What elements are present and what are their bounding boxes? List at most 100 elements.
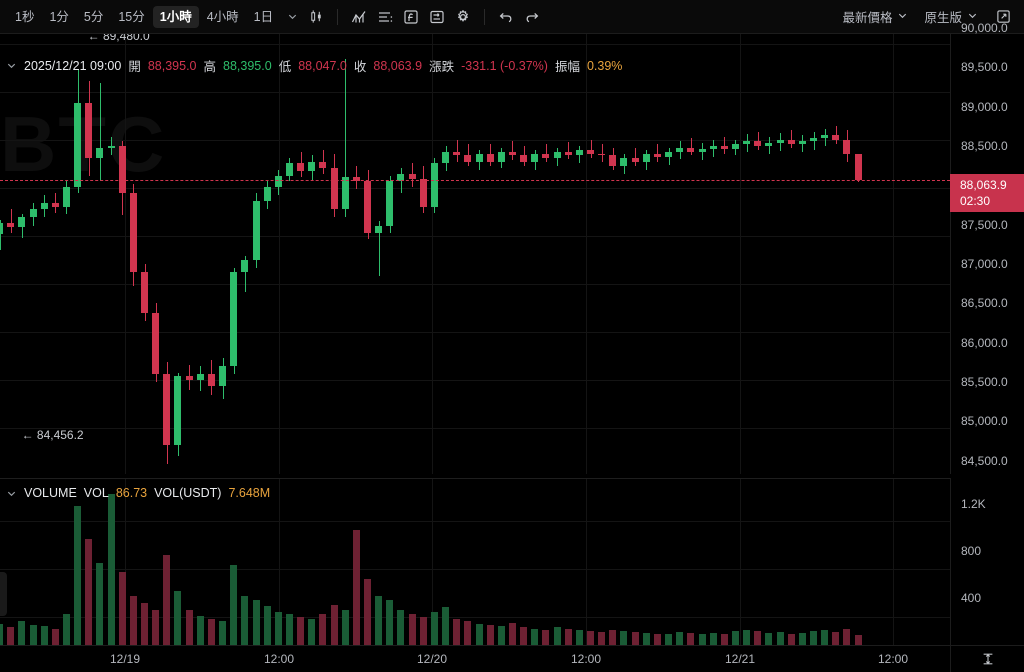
candle-body bbox=[152, 312, 159, 375]
fullscreen-icon[interactable] bbox=[990, 5, 1016, 29]
timeframe-5分[interactable]: 5分 bbox=[83, 9, 104, 24]
candle-body bbox=[687, 147, 694, 153]
ohlc-open-label: 開 bbox=[128, 60, 141, 74]
price-axis-label: 88,500.0 bbox=[961, 139, 1008, 153]
volume-bar bbox=[208, 619, 215, 645]
template-icon[interactable] bbox=[424, 5, 450, 29]
gridline-h bbox=[0, 188, 950, 189]
volume-usdt-value: 7.648M bbox=[228, 486, 271, 500]
candle-body bbox=[487, 153, 494, 162]
candle-body bbox=[464, 155, 471, 162]
candle-wick bbox=[345, 59, 346, 217]
candle-body bbox=[141, 271, 148, 313]
candle-wick bbox=[791, 130, 792, 148]
candle-wick bbox=[568, 142, 569, 160]
timeframe-dropdown-chevron-icon[interactable] bbox=[283, 8, 301, 26]
volume-bar bbox=[308, 619, 315, 645]
volume-bar bbox=[598, 632, 605, 645]
candle-body bbox=[554, 152, 561, 158]
price-axis-label: 85,000.0 bbox=[961, 414, 1008, 429]
price-axis-label: 87,500.0 bbox=[961, 217, 1008, 232]
volume-bar bbox=[420, 616, 427, 645]
candle-wick bbox=[245, 256, 246, 292]
volume-bar bbox=[542, 629, 549, 645]
candle-body bbox=[197, 374, 204, 381]
candle-body bbox=[63, 186, 70, 208]
volume-bar bbox=[130, 595, 137, 645]
candle-body bbox=[721, 146, 728, 150]
candle-style-icon[interactable] bbox=[303, 5, 329, 29]
candle-body bbox=[286, 163, 293, 176]
candle-wick bbox=[0, 219, 1, 250]
volume-axis[interactable]: 1.2K 800 400 bbox=[950, 478, 1024, 645]
candle-body bbox=[375, 226, 382, 233]
function-icon[interactable] bbox=[398, 5, 424, 29]
price-chart-pane[interactable]: BTC ← 89,480.0 ← 84,456.2 bbox=[0, 34, 950, 474]
current-price-badge: 88,063.9 02:30 bbox=[950, 174, 1024, 213]
candle-body bbox=[253, 201, 260, 261]
ohlc-collapse-icon[interactable] bbox=[6, 60, 17, 71]
candle-body bbox=[18, 216, 25, 228]
version-mode-label: 原生版 bbox=[924, 11, 962, 25]
toolbar-divider-1 bbox=[337, 8, 339, 25]
volume-bar bbox=[7, 627, 14, 645]
candle-body bbox=[52, 202, 59, 208]
timeframe-1日[interactable]: 1日 bbox=[253, 9, 274, 24]
timeframe-15分[interactable]: 15分 bbox=[118, 9, 145, 24]
undo-icon[interactable] bbox=[493, 5, 519, 29]
volume-bar bbox=[230, 564, 237, 645]
ohlc-change-label: 漲跌 bbox=[429, 60, 455, 74]
price-axis-label: 89,500.0 bbox=[961, 60, 1008, 75]
ohlc-low-value: 88,047.0 bbox=[298, 58, 347, 73]
timeframe-1分[interactable]: 1分 bbox=[49, 9, 69, 24]
candle-body bbox=[609, 155, 616, 166]
version-mode-dropdown[interactable]: 原生版 bbox=[918, 4, 984, 29]
candle-body bbox=[777, 139, 784, 143]
candle-body bbox=[587, 149, 594, 154]
volume-bar bbox=[710, 632, 717, 645]
volume-bar bbox=[743, 629, 750, 645]
chart-toolbar: 1秒 1分 5分 15分 1小時 4小時 1日 bbox=[0, 0, 1024, 34]
volume-bar bbox=[643, 633, 650, 645]
volume-bar bbox=[754, 631, 761, 645]
volume-bar bbox=[699, 633, 706, 645]
volume-bar bbox=[442, 607, 449, 645]
candle-wick bbox=[758, 131, 759, 150]
volume-bar bbox=[397, 609, 404, 645]
timeframe-1秒[interactable]: 1秒 bbox=[15, 9, 35, 24]
volume-bar bbox=[41, 626, 48, 645]
volume-bar bbox=[732, 630, 739, 645]
gridline-v bbox=[586, 479, 587, 645]
timeframe-4小時[interactable]: 4小時 bbox=[206, 9, 239, 24]
volume-bar bbox=[576, 629, 583, 645]
ohlc-high-label: 高 bbox=[203, 60, 217, 74]
candle-body bbox=[565, 152, 572, 156]
candle-body bbox=[174, 375, 181, 445]
volume-axis-label: 800 bbox=[961, 543, 982, 558]
indicator-list-icon[interactable] bbox=[372, 5, 398, 29]
volume-bar bbox=[554, 627, 561, 645]
volume-bar bbox=[197, 615, 204, 645]
volume-collapse-icon[interactable] bbox=[6, 488, 17, 499]
candle-body bbox=[699, 149, 706, 153]
candle-body bbox=[788, 139, 795, 145]
chart-type-icon[interactable] bbox=[346, 5, 372, 29]
price-axis[interactable]: 90,000.0 89,500.0 89,000.0 88,500.0 87,500.0… bbox=[950, 21, 1024, 507]
settings-gear-icon[interactable] bbox=[450, 5, 476, 29]
redo-icon[interactable] bbox=[519, 5, 545, 29]
axis-resize-icon[interactable] bbox=[950, 645, 1024, 672]
gridline-h bbox=[0, 140, 950, 141]
volume-chart-pane[interactable] bbox=[0, 478, 950, 645]
gridline-h bbox=[0, 428, 950, 429]
price-mode-dropdown[interactable]: 最新價格 bbox=[836, 4, 914, 29]
timeframe-1小時[interactable]: 1小時 bbox=[152, 5, 199, 28]
candle-body bbox=[420, 179, 427, 208]
candle-body bbox=[30, 208, 37, 217]
candle-body bbox=[598, 153, 605, 156]
time-axis[interactable]: 12/19 12:00 12/20 12:00 12/21 12:00 bbox=[0, 645, 1024, 672]
volume-bar bbox=[609, 629, 616, 645]
gridline-h bbox=[0, 617, 950, 618]
candle-body bbox=[643, 153, 650, 162]
candle-body bbox=[364, 181, 371, 233]
drawing-toolbar-handle[interactable] bbox=[0, 572, 7, 616]
